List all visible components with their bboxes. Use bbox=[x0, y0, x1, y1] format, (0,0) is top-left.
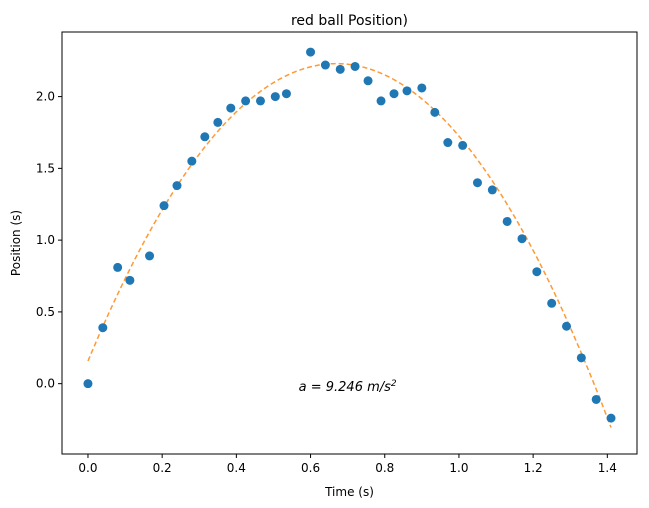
x-tick-label: 0.8 bbox=[375, 461, 394, 475]
data-point bbox=[159, 201, 169, 211]
data-point bbox=[200, 132, 210, 142]
y-tick-label: 0.0 bbox=[36, 377, 55, 391]
plot-area: 0.0 0.2 0.4 0.6 0.8 1.0 1.2 1.4 0.0 0.5 1.0 1.5 2.0 bbox=[36, 31, 638, 475]
data-point bbox=[458, 140, 468, 150]
data-point bbox=[591, 394, 601, 404]
data-point bbox=[376, 96, 386, 106]
data-point bbox=[606, 413, 616, 423]
data-point bbox=[172, 181, 182, 191]
plot-frame bbox=[61, 31, 638, 455]
data-point bbox=[187, 156, 197, 166]
data-point bbox=[281, 89, 291, 99]
data-point bbox=[502, 216, 512, 226]
data-point bbox=[430, 107, 440, 117]
data-point bbox=[113, 262, 123, 272]
data-point bbox=[562, 321, 572, 331]
y-tick-label: 1.0 bbox=[36, 233, 55, 247]
data-point bbox=[213, 117, 223, 127]
data-point bbox=[532, 267, 542, 277]
x-axis-ticks: 0.0 0.2 0.4 0.6 0.8 1.0 1.2 1.4 bbox=[78, 454, 617, 475]
data-point bbox=[472, 178, 482, 188]
data-point bbox=[576, 353, 586, 363]
data-point bbox=[363, 76, 373, 86]
data-point bbox=[389, 89, 399, 99]
data-point bbox=[517, 234, 527, 244]
data-point bbox=[125, 275, 135, 285]
data-point bbox=[487, 185, 497, 195]
data-point bbox=[255, 96, 265, 106]
x-tick-label: 0.2 bbox=[153, 461, 172, 475]
y-axis-ticks: 0.0 0.5 1.0 1.5 2.0 bbox=[36, 90, 62, 391]
data-point bbox=[98, 323, 108, 333]
y-axis-label: Position (s) bbox=[9, 210, 23, 276]
x-tick-label: 1.2 bbox=[524, 461, 543, 475]
y-tick-label: 1.5 bbox=[36, 161, 55, 175]
acceleration-annotation: a = 9.246 m/s2 bbox=[299, 379, 397, 395]
data-point bbox=[320, 60, 330, 70]
data-point bbox=[83, 379, 93, 389]
chart-title: red ball Position) bbox=[291, 13, 408, 29]
data-point bbox=[350, 61, 360, 71]
x-tick-label: 0.4 bbox=[227, 461, 246, 475]
data-point bbox=[145, 251, 155, 261]
data-point bbox=[306, 47, 316, 57]
data-point bbox=[226, 103, 236, 113]
y-tick-label: 2.0 bbox=[36, 90, 55, 104]
data-point bbox=[417, 83, 427, 93]
data-points bbox=[83, 47, 616, 423]
x-tick-label: 0.6 bbox=[301, 461, 320, 475]
data-point bbox=[443, 138, 453, 148]
data-point bbox=[241, 96, 251, 106]
data-point bbox=[402, 86, 412, 96]
y-tick-label: 0.5 bbox=[36, 305, 55, 319]
x-tick-label: 1.0 bbox=[449, 461, 468, 475]
data-point bbox=[335, 64, 345, 74]
annotation-superscript: 2 bbox=[391, 379, 397, 389]
annotation-text: a = 9.246 m/s bbox=[299, 380, 392, 395]
x-axis-label: Time (s) bbox=[324, 485, 374, 499]
x-tick-label: 1.4 bbox=[598, 461, 617, 475]
data-point bbox=[270, 92, 280, 102]
x-tick-label: 0.0 bbox=[78, 461, 97, 475]
data-point bbox=[547, 298, 557, 308]
